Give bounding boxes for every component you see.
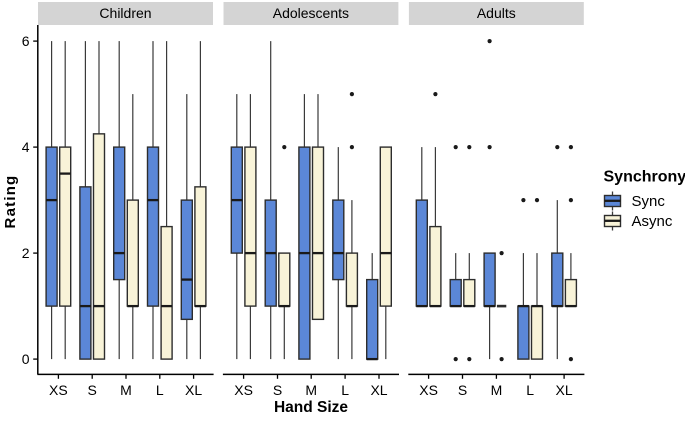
svg-text:XS: XS xyxy=(49,382,68,398)
svg-text:Async: Async xyxy=(632,213,673,230)
svg-text:6: 6 xyxy=(22,33,30,49)
svg-text:Adults: Adults xyxy=(477,5,516,21)
svg-text:2: 2 xyxy=(22,245,30,261)
svg-text:4: 4 xyxy=(22,139,30,155)
svg-text:XL: XL xyxy=(185,382,202,398)
svg-text:S: S xyxy=(88,382,97,398)
svg-text:Rating: Rating xyxy=(2,175,19,229)
svg-text:Sync: Sync xyxy=(632,193,666,210)
svg-text:M: M xyxy=(305,382,317,398)
svg-text:XL: XL xyxy=(370,382,387,398)
svg-text:L: L xyxy=(526,382,534,398)
svg-text:XS: XS xyxy=(419,382,438,398)
svg-text:S: S xyxy=(458,382,467,398)
svg-text:XS: XS xyxy=(234,382,253,398)
svg-text:M: M xyxy=(120,382,132,398)
svg-text:Adolescents: Adolescents xyxy=(273,5,349,21)
svg-text:L: L xyxy=(156,382,164,398)
svg-text:Synchrony: Synchrony xyxy=(604,169,685,186)
svg-text:Children: Children xyxy=(99,5,151,21)
svg-text:S: S xyxy=(273,382,282,398)
svg-text:XL: XL xyxy=(556,382,573,398)
svg-text:0: 0 xyxy=(22,351,30,367)
svg-text:M: M xyxy=(491,382,503,398)
svg-text:Hand Size: Hand Size xyxy=(274,399,348,416)
svg-text:L: L xyxy=(341,382,349,398)
